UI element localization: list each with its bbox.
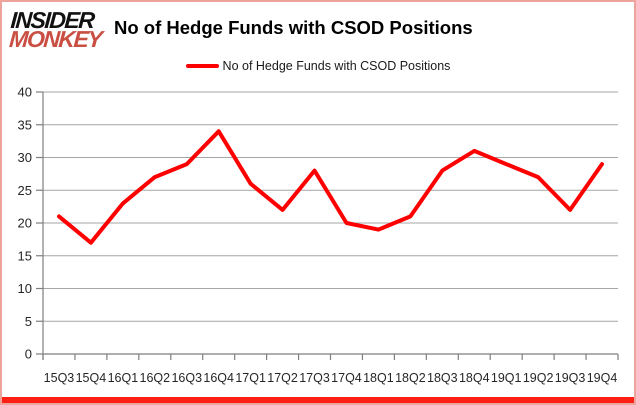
x-tick-label: 17Q3 (299, 371, 330, 385)
y-tick-label: 15 (18, 248, 32, 263)
y-tick-label: 0 (25, 347, 32, 362)
x-tick-label: 15Q3 (44, 371, 75, 385)
x-tick-label: 19Q3 (555, 371, 586, 385)
bottom-red-bar (2, 397, 634, 403)
x-tick-label: 17Q4 (331, 371, 362, 385)
x-tick-label: 18Q1 (363, 371, 394, 385)
chart-legend: No of Hedge Funds with CSOD Positions (2, 59, 634, 73)
y-tick-label: 20 (18, 216, 32, 231)
x-tick-label: 15Q4 (76, 371, 107, 385)
x-tick-label: 16Q2 (140, 371, 171, 385)
x-tick-label: 16Q1 (108, 371, 139, 385)
x-tick-label: 18Q4 (459, 371, 490, 385)
grid-lines (43, 91, 618, 322)
y-tick-label: 5 (25, 314, 32, 329)
x-tick-label: 19Q2 (523, 371, 554, 385)
y-tick-label: 10 (18, 281, 32, 296)
y-tick-label: 25 (18, 183, 32, 198)
x-tick-label: 17Q2 (267, 371, 298, 385)
y-tick-label: 30 (18, 150, 32, 165)
x-tick-label: 17Q1 (235, 371, 266, 385)
data-line-series (57, 129, 604, 245)
x-tick-label: 16Q3 (171, 371, 202, 385)
x-tick-label: 16Q4 (203, 371, 234, 385)
y-tick-label: 40 (18, 85, 32, 100)
x-tick-label: 19Q4 (587, 371, 618, 385)
legend-line-swatch (185, 64, 219, 68)
x-axis: 15Q3 15Q4 16Q1 16Q2 16Q3 16Q4 17Q1 17Q2 17Q3 17Q4… (42, 353, 619, 385)
x-tick-label: 18Q2 (395, 371, 426, 385)
legend-label: No of Hedge Funds with CSOD Positions (222, 59, 451, 73)
y-axis: 0 5 10 15 20 25 30 35 40 (18, 85, 44, 362)
y-tick-label: 35 (18, 117, 32, 132)
page-title: No of Hedge Funds with CSOD Positions (114, 17, 473, 38)
x-tick-label: 18Q3 (427, 371, 458, 385)
x-tick-label: 19Q1 (491, 371, 522, 385)
